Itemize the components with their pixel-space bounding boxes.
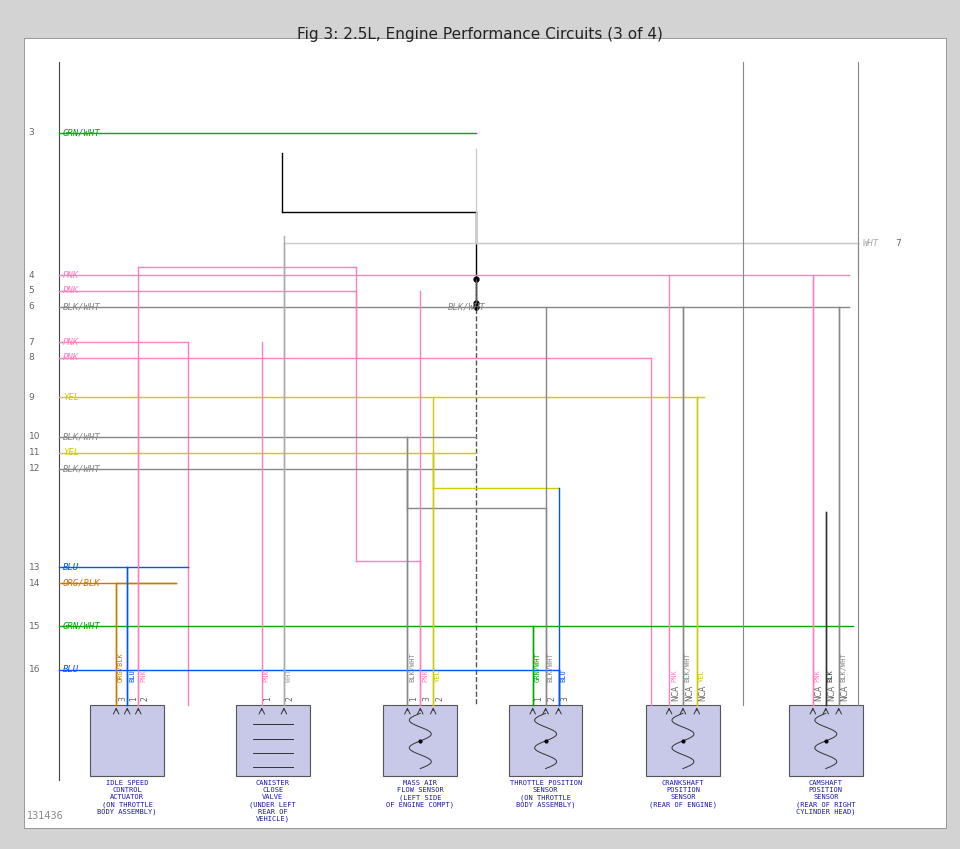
Text: BLK/WHT: BLK/WHT — [448, 302, 486, 312]
Text: BLK/WHT: BLK/WHT — [684, 652, 691, 682]
Bar — [646, 706, 720, 777]
Text: 3: 3 — [422, 696, 431, 701]
Text: BLK/WHT: BLK/WHT — [409, 652, 416, 682]
Text: BLK/WHT: BLK/WHT — [62, 464, 101, 473]
Text: PNK: PNK — [422, 669, 428, 682]
Text: 7: 7 — [29, 338, 35, 346]
Text: 8: 8 — [29, 353, 35, 363]
Text: 11: 11 — [29, 448, 40, 458]
Text: 6: 6 — [29, 302, 35, 312]
Text: 1: 1 — [264, 697, 273, 701]
Text: BLK/WHT: BLK/WHT — [62, 432, 101, 441]
Text: 1: 1 — [409, 697, 419, 701]
Text: 7: 7 — [895, 239, 900, 248]
Text: BLK/WHT: BLK/WHT — [62, 302, 101, 312]
Text: YEL: YEL — [699, 669, 705, 682]
Text: BLK/WHT: BLK/WHT — [547, 652, 554, 682]
Text: PNK: PNK — [62, 338, 79, 346]
Text: BLK/WHT: BLK/WHT — [841, 652, 847, 682]
Text: ORG/BLK: ORG/BLK — [62, 578, 101, 588]
Bar — [236, 706, 310, 777]
Text: NCA: NCA — [671, 685, 680, 701]
Bar — [509, 706, 583, 777]
Text: BLU: BLU — [561, 669, 566, 682]
Text: YEL: YEL — [435, 669, 441, 682]
Bar — [789, 706, 863, 777]
Bar — [90, 706, 164, 777]
Text: 3: 3 — [29, 128, 35, 138]
Text: NCA: NCA — [828, 685, 836, 701]
Text: Fig 3: 2.5L, Engine Performance Circuits (3 of 4): Fig 3: 2.5L, Engine Performance Circuits… — [297, 27, 663, 42]
Bar — [383, 706, 457, 777]
Text: NCA: NCA — [699, 685, 708, 701]
Text: 15: 15 — [29, 622, 40, 631]
Text: IDLE SPEED
CONTROL
ACTUATOR
(ON THROTTLE
BODY ASSEMBLY): IDLE SPEED CONTROL ACTUATOR (ON THROTTLE… — [98, 780, 157, 815]
Text: PNK: PNK — [140, 669, 146, 682]
Text: PNK: PNK — [671, 669, 677, 682]
Text: NCA: NCA — [684, 685, 694, 701]
Text: BLU: BLU — [129, 669, 135, 682]
Text: 14: 14 — [29, 578, 40, 588]
Text: GRN/WHT: GRN/WHT — [62, 128, 101, 138]
Text: 3: 3 — [118, 696, 127, 701]
Text: ORG/BLK: ORG/BLK — [118, 652, 124, 682]
Text: MASS AIR
FLOW SENSOR
(LEFT SIDE
OF ENGINE COMPT): MASS AIR FLOW SENSOR (LEFT SIDE OF ENGIN… — [386, 780, 454, 808]
Text: GRN/WHT: GRN/WHT — [62, 622, 101, 631]
Text: PNK: PNK — [62, 286, 79, 295]
Text: 1: 1 — [535, 697, 543, 701]
Text: PNK: PNK — [264, 669, 270, 682]
Text: CRANKSHAFT
POSITION
SENSOR
(REAR OF ENGINE): CRANKSHAFT POSITION SENSOR (REAR OF ENGI… — [649, 780, 717, 808]
Text: 1: 1 — [129, 697, 138, 701]
Text: NCA: NCA — [841, 685, 850, 701]
Text: 16: 16 — [29, 666, 40, 674]
Text: 131436: 131436 — [27, 812, 63, 822]
Text: 2: 2 — [435, 697, 444, 701]
Text: 3: 3 — [561, 696, 569, 701]
Text: BLU: BLU — [62, 563, 79, 571]
Text: 5: 5 — [29, 286, 35, 295]
Text: 2: 2 — [286, 697, 295, 701]
Text: WHT: WHT — [863, 239, 878, 248]
Text: 2: 2 — [547, 697, 557, 701]
Text: WHT: WHT — [286, 669, 292, 682]
Text: 4: 4 — [29, 271, 35, 279]
Text: 13: 13 — [29, 563, 40, 571]
Text: GRN/WHT: GRN/WHT — [535, 652, 540, 682]
Text: PNK: PNK — [815, 669, 821, 682]
Text: PNK: PNK — [62, 353, 79, 363]
Text: CAMSHAFT
POSITION
SENSOR
(REAR OF RIGHT
CYLINDER HEAD): CAMSHAFT POSITION SENSOR (REAR OF RIGHT … — [796, 780, 855, 815]
Text: 12: 12 — [29, 464, 40, 473]
Text: BLK: BLK — [828, 669, 833, 682]
Text: BLU: BLU — [62, 666, 79, 674]
Text: PNK: PNK — [62, 271, 79, 279]
Text: THROTTLE POSITION
SENSOR
(ON THROTTLE
BODY ASSEMBLY): THROTTLE POSITION SENSOR (ON THROTTLE BO… — [510, 780, 582, 808]
Text: YEL: YEL — [62, 393, 79, 402]
Text: CANISTER
CLOSE
VALVE
(UNDER LEFT
REAR OF
VEHICLE): CANISTER CLOSE VALVE (UNDER LEFT REAR OF… — [250, 780, 297, 823]
Text: NCA: NCA — [815, 685, 824, 701]
Text: 2: 2 — [140, 697, 149, 701]
Text: 9: 9 — [29, 393, 35, 402]
Text: 10: 10 — [29, 432, 40, 441]
Text: YEL: YEL — [62, 448, 79, 458]
